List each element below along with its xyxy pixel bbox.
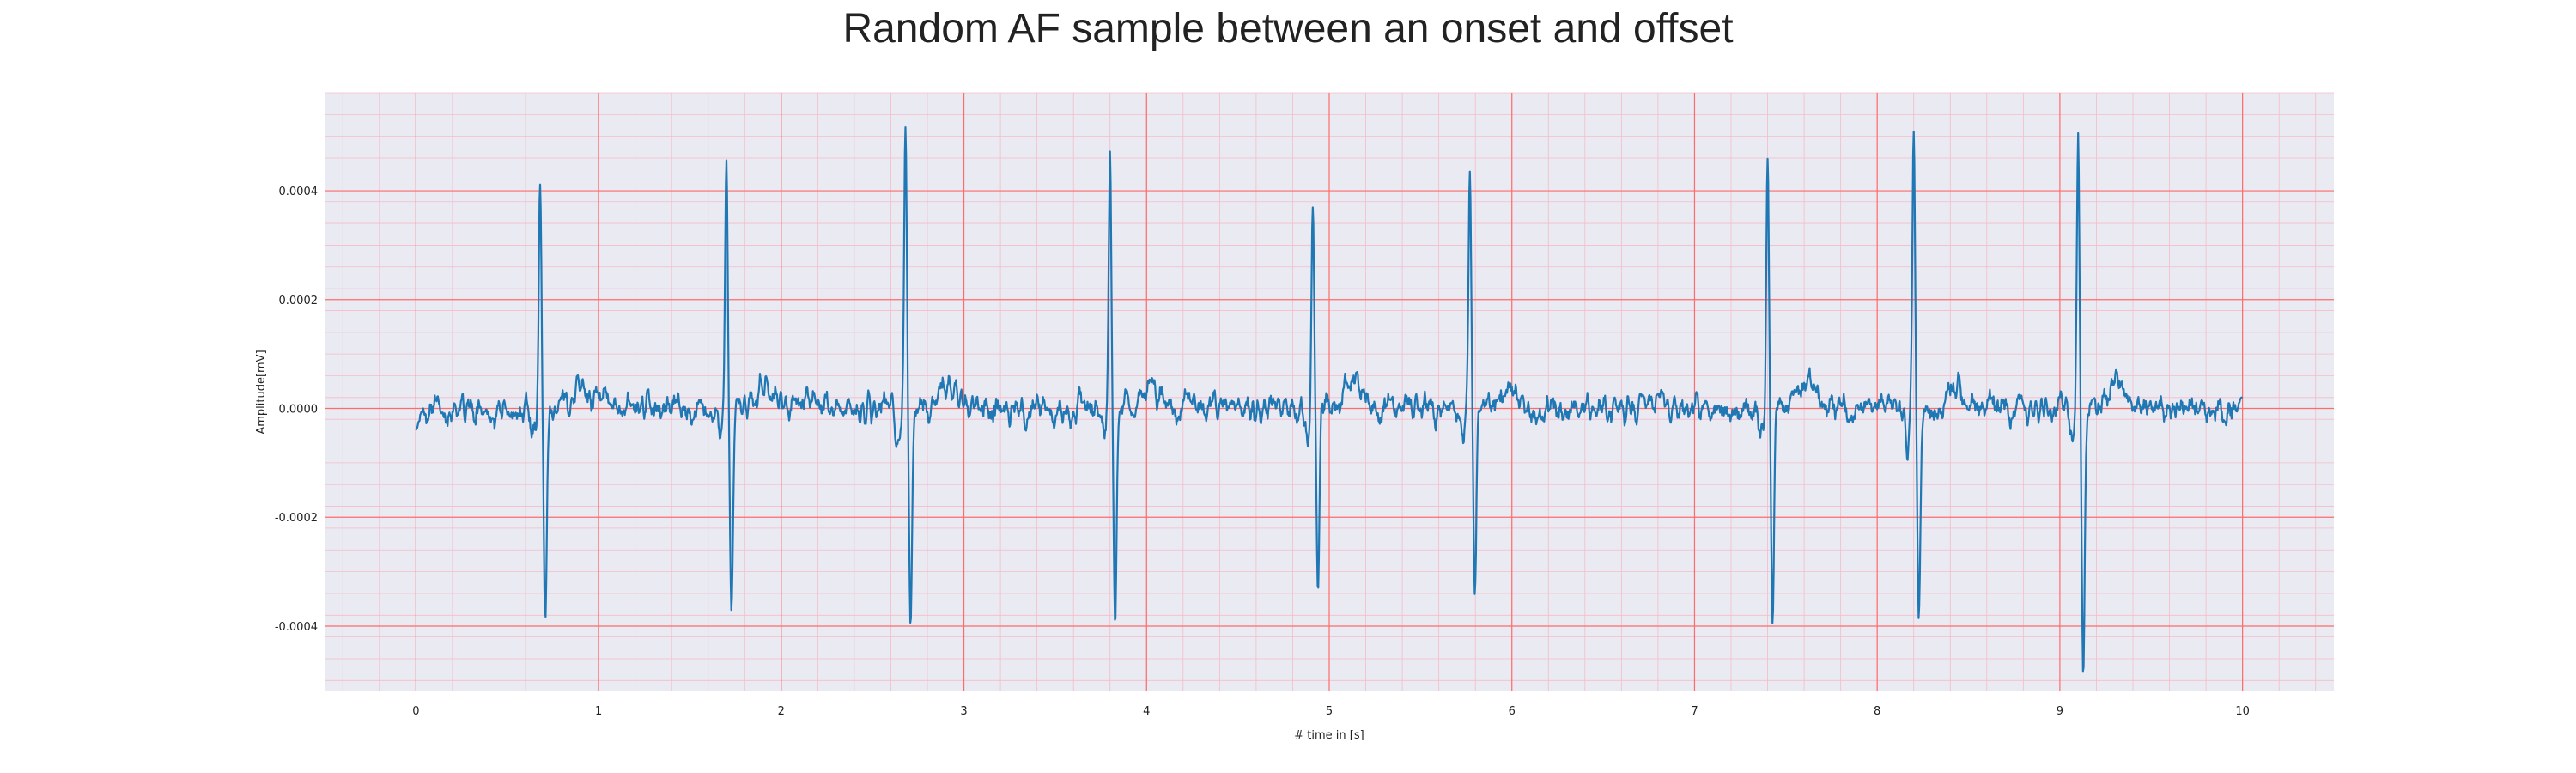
x-tick-label: 8 <box>1874 705 1880 718</box>
x-tick-label: 0 <box>412 705 419 718</box>
x-tick-label: 1 <box>595 705 602 718</box>
x-axis-ticks: 0 1 2 3 4 5 6 7 8 9 10 <box>412 705 2250 718</box>
y-axis-label: Amplitude[mV] <box>255 350 268 434</box>
y-tick-label: -0.0002 <box>275 512 318 525</box>
x-tick-label: 7 <box>1691 705 1698 718</box>
x-axis-label: # time in [s] <box>1294 729 1364 742</box>
y-tick-label: -0.0004 <box>275 621 318 634</box>
x-tick-label: 10 <box>2235 705 2250 718</box>
x-tick-label: 5 <box>1326 705 1333 718</box>
x-tick-label: 9 <box>2057 705 2063 718</box>
x-tick-label: 2 <box>778 705 785 718</box>
y-axis-ticks: -0.0004 -0.0002 0.0000 0.0002 0.0004 <box>275 186 318 634</box>
x-tick-label: 3 <box>960 705 967 718</box>
y-tick-label: 0.0002 <box>279 295 319 307</box>
y-tick-label: 0.0004 <box>279 186 319 198</box>
x-tick-label: 4 <box>1143 705 1150 718</box>
ecg-signal-line <box>415 125 2244 673</box>
x-tick-label: 6 <box>1509 705 1516 718</box>
chart-title: Random AF sample between an onset and of… <box>842 6 1734 52</box>
y-tick-label: 0.0000 <box>279 404 319 417</box>
